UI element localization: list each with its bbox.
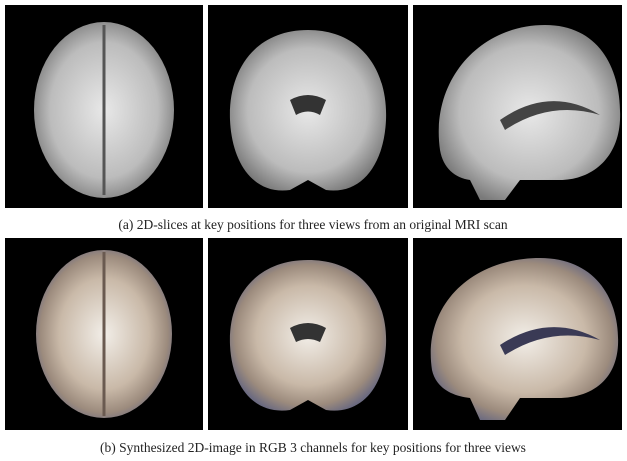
figure: (a) 2D-slices at key positions for three…	[0, 0, 627, 461]
caption: (b) Synthesized 2D-image in RGB 3 channe…	[100, 440, 526, 455]
row-b-images	[5, 238, 622, 430]
caption: (a) 2D-slices at key positions for three…	[118, 217, 507, 232]
row-a-images	[5, 5, 622, 208]
